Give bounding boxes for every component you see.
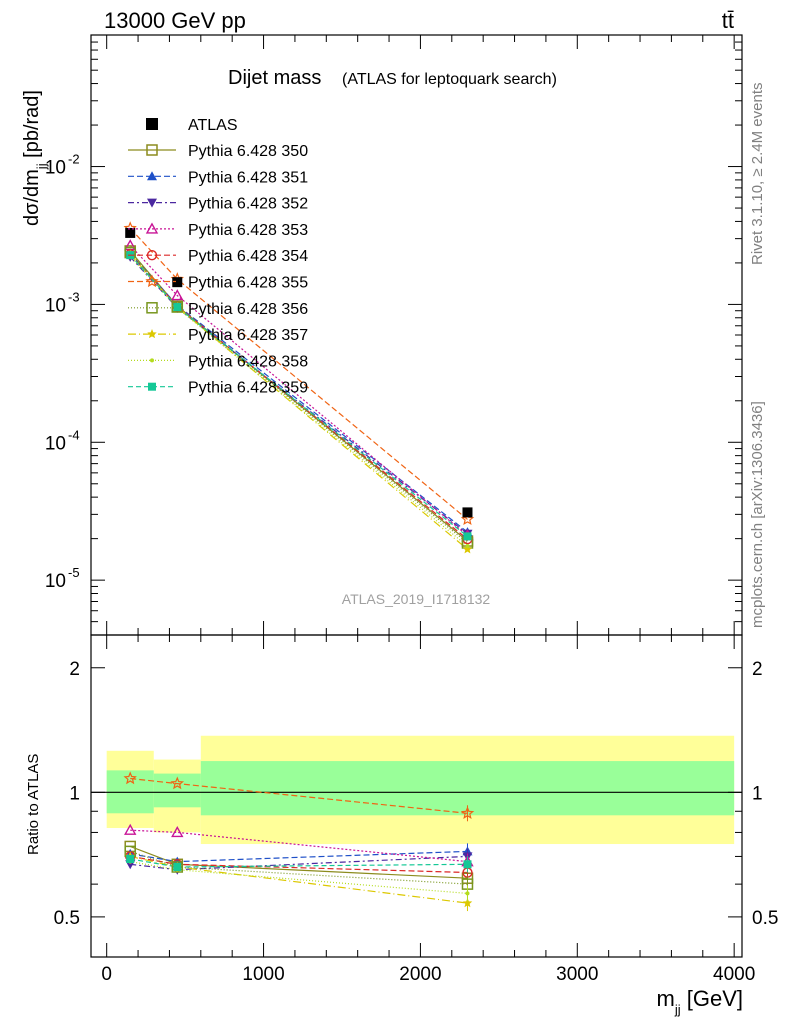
y-tick-exponent: -5	[68, 565, 80, 580]
series-ratio-point	[462, 898, 473, 908]
legend-label: Pythia 6.428 350	[188, 143, 308, 160]
x-tick-label: 0	[101, 964, 112, 985]
legend-marker	[150, 358, 154, 363]
y-tick-label: 10	[45, 433, 66, 454]
y-tick-exponent: -2	[68, 152, 80, 167]
x-tick-label: 2000	[399, 964, 441, 985]
ratio-axis-label: Ratio to ATLAS	[25, 754, 42, 855]
legend-label: Pythia 6.428 351	[188, 169, 308, 186]
legend-marker	[146, 118, 158, 130]
series-line-ratio	[130, 850, 468, 885]
analysis-id: ATLAS_2019_I1718132	[342, 591, 491, 607]
legend-marker	[146, 302, 158, 314]
series-ratio-point	[463, 860, 472, 869]
legend-label: Pythia 6.428 353	[188, 222, 308, 239]
legend-marker	[145, 274, 159, 288]
legend-label: Pythia 6.428 354	[188, 248, 308, 265]
series-ratio-point	[170, 776, 185, 790]
legend-marker	[147, 198, 157, 208]
ratio-tick-label: 0.5	[54, 908, 80, 929]
series-line-main	[129, 227, 468, 520]
legend-label: Pythia 6.428 356	[188, 301, 308, 318]
legend-label: Pythia 6.428 352	[188, 196, 308, 213]
series-line-main	[129, 254, 468, 537]
ratio-tick-label: 1	[752, 783, 763, 804]
series-ratio-point	[465, 891, 470, 896]
x-tick-label: 3000	[556, 964, 598, 985]
rivet-label: Rivet 3.1.10, ≥ 2.4M events	[749, 83, 766, 266]
y-tick-label: 10	[45, 158, 66, 179]
series-ratio-point	[123, 771, 137, 785]
x-axis-label: mjj [GeV]	[657, 986, 743, 1017]
series-line-ratio	[130, 861, 468, 894]
legend-label: Pythia 6.428 355	[188, 275, 308, 292]
series-line-ratio	[130, 850, 468, 863]
ratio-tick-label: 1	[69, 783, 80, 804]
y-tick-label: 10	[45, 295, 66, 316]
y-tick-label: 10	[45, 571, 66, 592]
series-point	[171, 289, 184, 301]
series-line-main	[129, 256, 468, 535]
series-line-ratio	[130, 858, 468, 868]
series-ratio-point	[460, 806, 475, 819]
series-point	[462, 544, 473, 554]
legend-marker	[147, 171, 157, 181]
legend-label: Pythia 6.428 357	[188, 327, 308, 344]
chart-subtitle: (ATLAS for leptoquark search)	[342, 71, 557, 88]
data-point	[462, 507, 473, 518]
legend-marker	[145, 222, 159, 234]
series-line-main	[129, 253, 468, 550]
mcplots-label: mcplots.cern.ch [arXiv:1306.3436]	[749, 401, 766, 628]
series-point	[460, 512, 475, 526]
y-tick-exponent: -4	[68, 427, 80, 442]
legend-marker	[146, 144, 158, 156]
legend-label: Pythia 6.428 358	[188, 353, 308, 370]
legend-marker	[146, 249, 158, 261]
series-line-main	[129, 245, 468, 536]
x-tick-label: 4000	[713, 964, 755, 985]
series-point	[173, 303, 182, 312]
legend-label: ATLAS	[188, 117, 238, 134]
series-ratio-point	[171, 825, 184, 838]
y-axis-label: dσ/dmjj [pb/rad]	[21, 90, 49, 226]
legend: ATLAS Pythia 6.428 350 Pythia 6.428 351 Pyt…	[128, 117, 308, 397]
data-point	[125, 227, 136, 238]
series-ratio-point	[126, 855, 135, 864]
legend-label: Pythia 6.428 359	[188, 380, 308, 397]
x-tick-label: 1000	[242, 964, 284, 985]
ratio-tick-label: 0.5	[752, 908, 778, 929]
series-point	[463, 532, 472, 541]
series-ratio-point	[173, 863, 182, 872]
header-left: 13000 GeV pp	[104, 8, 246, 33]
series-markers	[123, 221, 475, 912]
data-point	[172, 277, 183, 288]
series-line-main	[129, 252, 468, 544]
series-point	[465, 544, 470, 549]
ratio-tick-label: 2	[69, 659, 80, 680]
ratio-tick-label: 2	[752, 659, 763, 680]
legend-marker	[148, 382, 156, 391]
ratio-frame	[90, 634, 743, 958]
series-line-ratio	[130, 777, 468, 814]
series-line-ratio	[130, 829, 468, 863]
series-ratio-point	[124, 823, 137, 835]
legend-marker	[147, 329, 157, 339]
header-right: tt̄	[722, 8, 734, 33]
ratio-bands	[91, 735, 742, 845]
y-tick-exponent: -3	[68, 289, 80, 304]
chart-title: Dijet mass	[228, 67, 321, 89]
